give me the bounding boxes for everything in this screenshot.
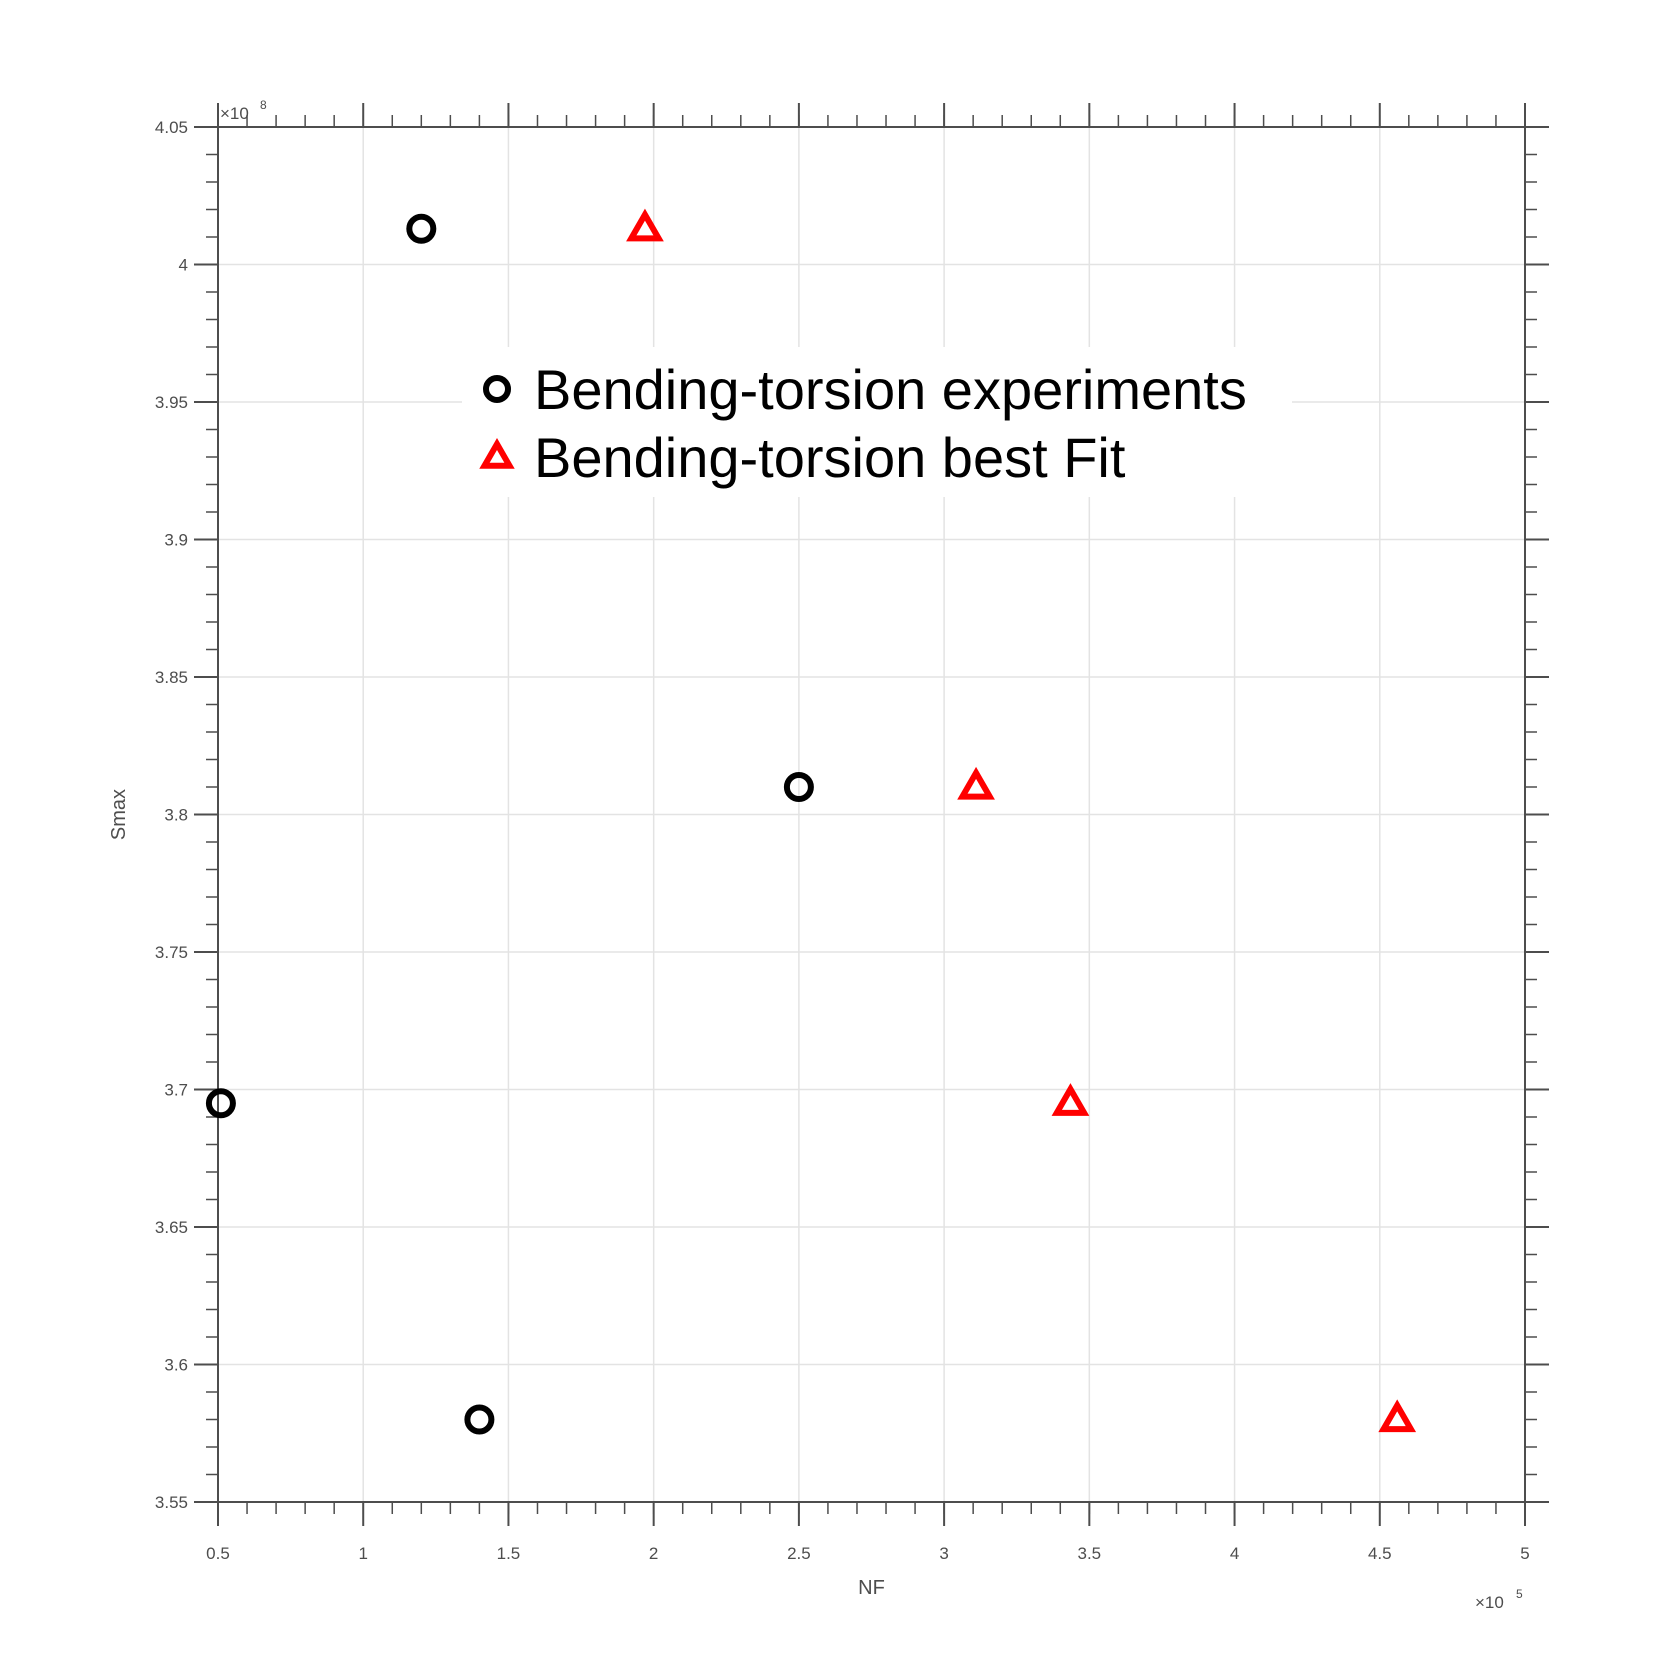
experiment-point-3 [464, 1404, 495, 1435]
x-exponent-power: 5 [1516, 1587, 1523, 1601]
x-tick-label: 3 [939, 1544, 948, 1563]
x-exponent-base: ×10 [1475, 1593, 1504, 1612]
x-tick-label: 2.5 [787, 1544, 811, 1563]
x-tick-label: 1.5 [497, 1544, 521, 1563]
y-tick-label: 3.55 [155, 1493, 188, 1512]
x-tick-label: 2 [649, 1544, 658, 1563]
y-tick-label: 3.7 [164, 1081, 188, 1100]
y-tick-label: 4 [179, 256, 188, 275]
tick-labels: 0.5 1 1.5 2 2.5 3 3.5 4 4.5 5 3.55 3.6 3.65 3.7 3.75 3.… [155, 118, 1530, 1563]
x-tick-label: 4.5 [1368, 1544, 1392, 1563]
legend-label-1: Bending-torsion experiments [534, 358, 1247, 421]
y-tick-label: 4.05 [155, 118, 188, 137]
y-tick-label: 3.95 [155, 393, 188, 412]
x-axis-exponent: ×10 5 [1475, 1587, 1523, 1612]
y-tick-label: 3.8 [164, 806, 188, 825]
experiment-point-4 [783, 772, 814, 802]
y-tick-label: 3.85 [155, 668, 188, 687]
y-axis-exponent: ×10 8 [220, 98, 267, 123]
data-markers [205, 208, 1417, 1435]
fit-point-2 [957, 766, 995, 800]
y-tick-label: 3.6 [164, 1356, 188, 1375]
legend: Bending-torsion experimentsBending-torsi… [462, 347, 1292, 497]
y-axis-label: Smax [108, 789, 130, 840]
fit-point-3 [1051, 1083, 1090, 1116]
x-tick-label: 0.5 [206, 1544, 230, 1563]
experiment-point-1 [205, 1088, 236, 1119]
plot-frame [217, 126, 1526, 1503]
legend-marker-1 [483, 375, 511, 403]
experiment-point-2 [406, 213, 437, 244]
x-tick-label: 5 [1520, 1544, 1529, 1563]
y-exponent-power: 8 [260, 98, 267, 112]
x-axis-label: NF [858, 1577, 885, 1599]
legend-box [462, 347, 1292, 497]
x-tick-label: 4 [1230, 1544, 1239, 1563]
grid [217, 126, 1526, 1503]
fit-point-4 [1378, 1399, 1417, 1433]
fit-point-1 [626, 208, 664, 242]
legend-marker-2 [479, 438, 515, 469]
major-ticks [194, 103, 1549, 1526]
y-tick-label: 3.75 [155, 943, 188, 962]
legend-label-2: Bending-torsion best Fit [534, 426, 1126, 489]
y-tick-label: 3.9 [164, 531, 188, 550]
x-tick-label: 3.5 [1078, 1544, 1102, 1563]
y-tick-label: 3.65 [155, 1218, 188, 1237]
y-exponent-base: ×10 [220, 104, 249, 123]
x-tick-label: 1 [358, 1544, 367, 1563]
